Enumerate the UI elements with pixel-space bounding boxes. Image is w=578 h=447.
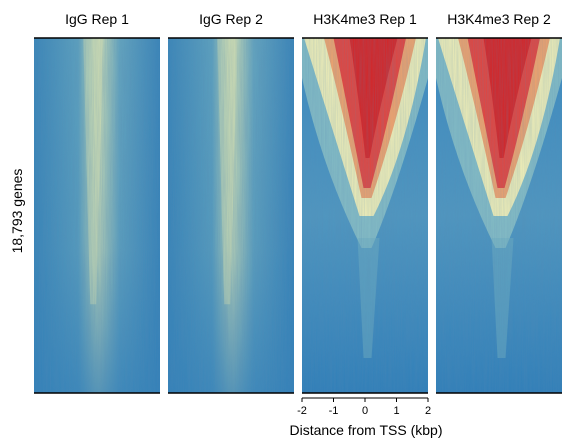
panel-title: H3K4me3 Rep 1 (313, 11, 417, 27)
x-axis-label: Distance from TSS (kbp) (289, 422, 442, 438)
panel-3: H3K4me3 Rep 1 (302, 11, 428, 394)
panel-title: IgG Rep 2 (199, 11, 263, 27)
x-axis: -2 -1 0 1 2 (297, 397, 431, 417)
x-tick-label: 1 (393, 405, 399, 417)
x-tick-label: -2 (297, 405, 307, 417)
y-axis-label: 18,793 genes (9, 169, 25, 254)
panel-title: H3K4me3 Rep 2 (447, 11, 551, 27)
panel-4: H3K4me3 Rep 2 (436, 11, 562, 394)
panel-1: IgG Rep 1 (34, 11, 160, 394)
panel-2: IgG Rep 2 (168, 11, 294, 394)
x-tick-label: -1 (329, 405, 339, 417)
x-tick-label: 0 (362, 405, 368, 417)
panel-title: IgG Rep 1 (65, 11, 129, 27)
panels-group: IgG Rep 1 IgG Rep 2 H3K4me3 Rep 1 H3K4me3 R… (34, 11, 562, 394)
x-tick-label: 2 (425, 405, 431, 417)
